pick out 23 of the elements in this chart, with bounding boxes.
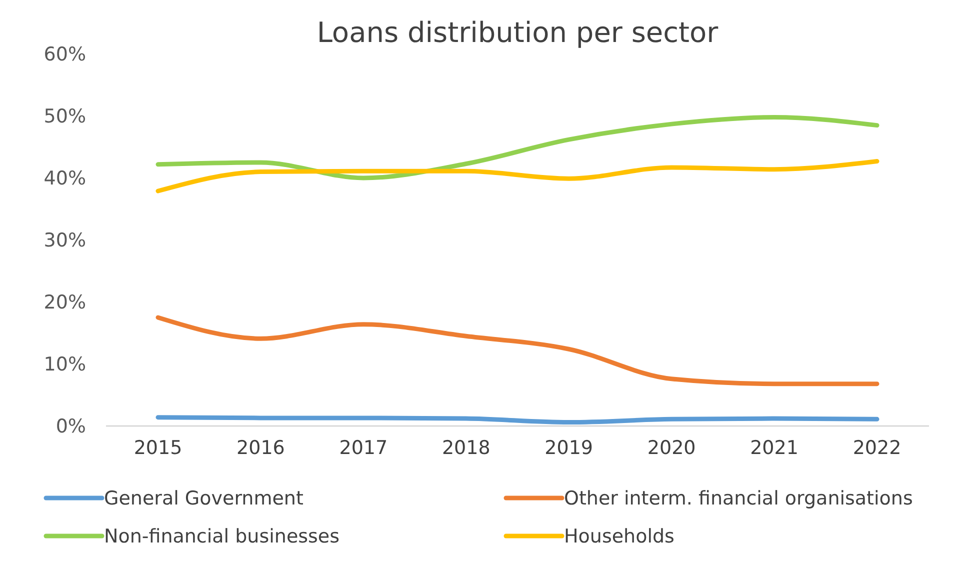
line-series xyxy=(156,114,880,180)
line-series xyxy=(156,159,880,194)
x-tick-label: 2017 xyxy=(339,437,388,459)
x-tick-label: 2019 xyxy=(544,437,594,459)
y-tick-label: 30% xyxy=(44,230,86,252)
y-tick-label: 40% xyxy=(44,168,86,190)
x-tick-label: 2016 xyxy=(236,437,285,459)
y-tick-label: 0% xyxy=(56,416,86,438)
legend-label: General Government xyxy=(104,488,304,510)
legend-label: Households xyxy=(564,526,674,548)
line-series xyxy=(156,315,880,386)
legend-label: Other interm. financial organisations xyxy=(564,488,913,510)
x-tick-label: 2021 xyxy=(750,437,798,459)
y-tick-label: 20% xyxy=(44,292,86,314)
legend-label: Non-financial businesses xyxy=(104,526,340,548)
y-tick-label: 10% xyxy=(44,354,86,376)
x-tick-label: 2022 xyxy=(852,437,902,459)
y-tick-label: 60% xyxy=(44,44,86,66)
x-tick-label: 2018 xyxy=(442,437,490,459)
x-tick-label: 2015 xyxy=(134,437,182,459)
y-tick-label: 50% xyxy=(44,106,86,128)
chart-title: Loans distribution per sector xyxy=(316,16,719,49)
x-tick-label: 2020 xyxy=(647,437,696,459)
